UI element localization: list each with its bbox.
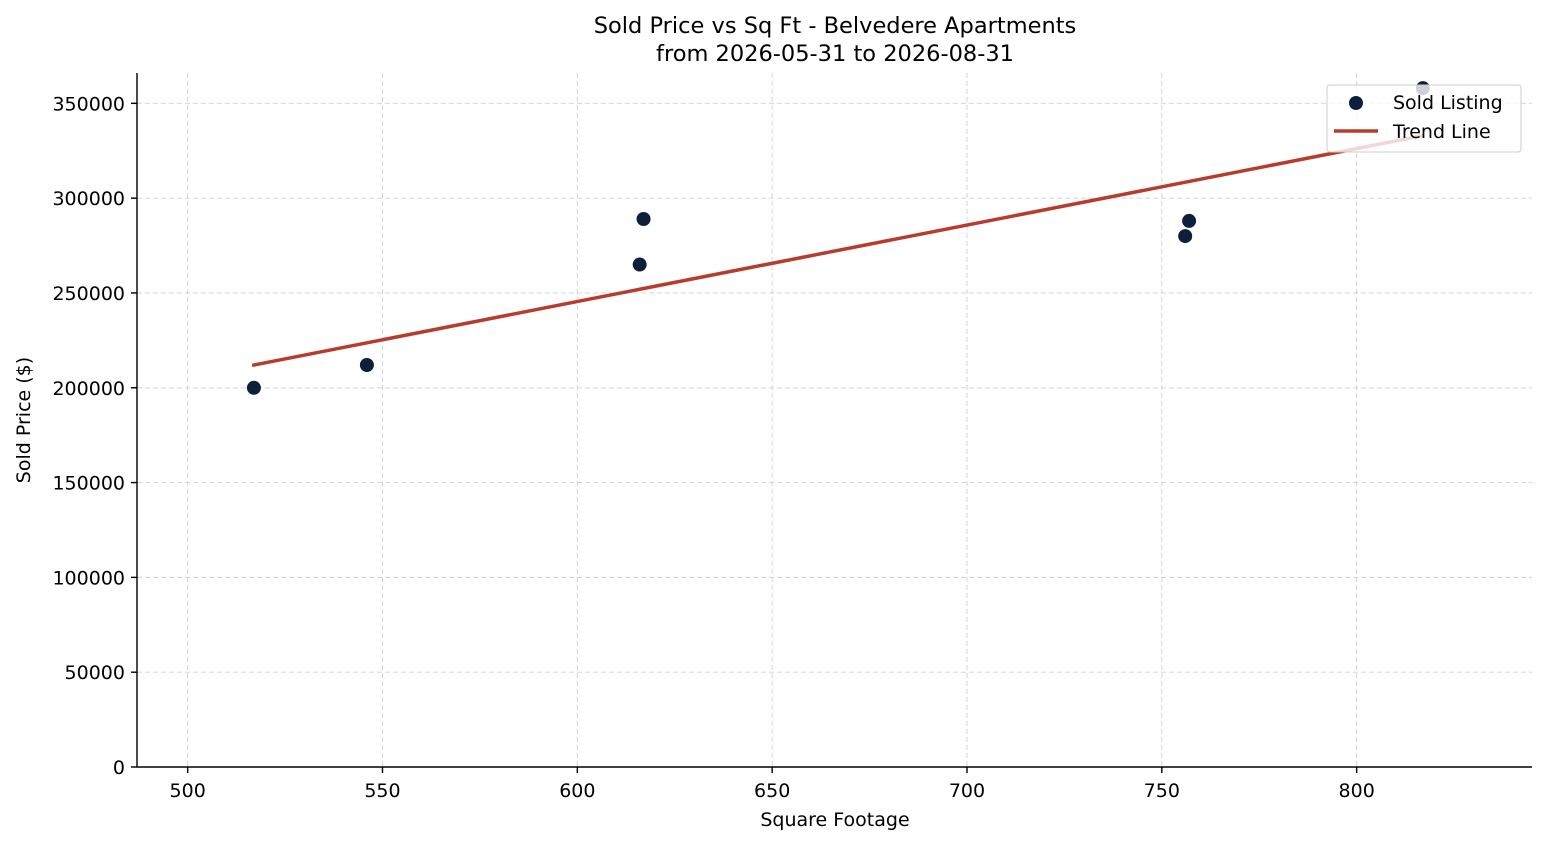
legend-marker-sold-listing	[1349, 96, 1363, 110]
y-tick-label: 350000	[52, 93, 125, 115]
legend-label-trend-line: Trend Line	[1392, 121, 1491, 143]
y-tick-label: 200000	[52, 378, 125, 400]
x-axis-label: Square Footage	[760, 809, 909, 831]
y-tick-label: 50000	[65, 662, 125, 684]
trend-line	[251, 133, 1425, 368]
x-tick-label: 800	[1339, 780, 1375, 802]
y-tick-label: 300000	[52, 188, 125, 210]
y-tick-label: 250000	[52, 283, 125, 305]
data-point	[1178, 229, 1193, 244]
x-tick-label: 500	[170, 780, 206, 802]
legend: Sold Listing Trend Line	[1326, 84, 1522, 153]
ticks: 500 550 600 650 700 750 800 0 50000 100000 150000 2…	[52, 93, 1374, 802]
legend-label-sold-listing: Sold Listing	[1393, 92, 1503, 114]
chart-subtitle: from 2026-05-31 to 2026-08-31	[656, 41, 1014, 67]
grid	[137, 73, 1532, 768]
y-axis-label: Sold Price ($)	[13, 357, 35, 483]
x-tick-label: 600	[559, 780, 595, 802]
plot-area	[246, 81, 1430, 395]
y-tick-label: 0	[113, 757, 125, 779]
x-tick-label: 750	[1144, 780, 1180, 802]
axes	[136, 73, 1532, 768]
y-tick-label: 100000	[52, 567, 125, 589]
data-point	[636, 212, 651, 227]
y-tick-label: 150000	[52, 473, 125, 495]
data-point	[359, 358, 374, 373]
data-point	[246, 380, 261, 395]
x-tick-label: 700	[949, 780, 985, 802]
x-tick-label: 550	[364, 780, 400, 802]
legend-box	[1326, 84, 1522, 153]
data-point	[632, 257, 647, 272]
chart-title: Sold Price vs Sq Ft - Belvedere Apartmen…	[594, 13, 1077, 39]
x-tick-label: 650	[754, 780, 790, 802]
data-point	[1182, 213, 1197, 228]
